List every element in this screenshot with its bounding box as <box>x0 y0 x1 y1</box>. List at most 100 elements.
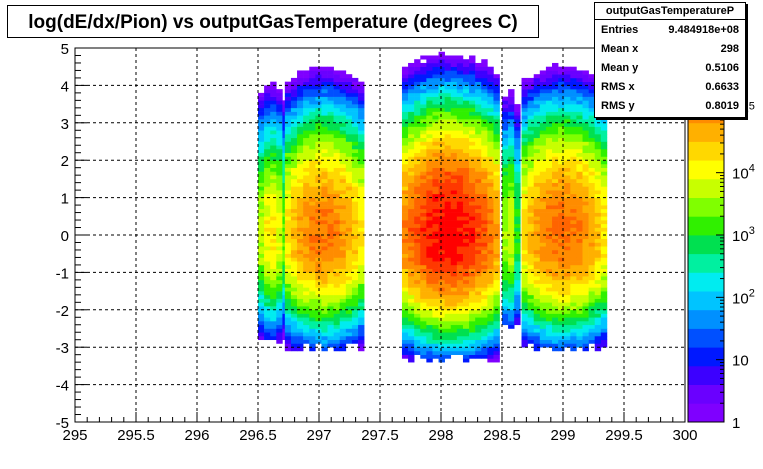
heatmap-cell <box>444 62 452 67</box>
heatmap-cell <box>594 317 602 322</box>
heatmap-cell <box>469 163 476 168</box>
heatmap-cell <box>401 313 409 318</box>
heatmap-cell <box>401 276 409 281</box>
heatmap-cell <box>600 171 608 176</box>
heatmap-cell <box>475 81 482 86</box>
heatmap-cell <box>558 81 565 86</box>
heatmap-cell <box>432 306 439 311</box>
heatmap-cell <box>539 227 547 232</box>
heatmap-cell <box>303 298 310 303</box>
heatmap-cell <box>533 347 541 352</box>
heatmap-cell <box>414 186 421 191</box>
heatmap-cell <box>315 339 322 344</box>
heatmap-cell <box>527 193 535 198</box>
heatmap-cell <box>582 171 589 176</box>
heatmap-cell <box>327 190 334 195</box>
heatmap-cell <box>351 324 359 329</box>
heatmap-cell <box>469 309 476 314</box>
heatmap-cell <box>475 235 482 240</box>
heatmap-cell <box>327 227 334 232</box>
heatmap-cell <box>438 332 445 337</box>
heatmap-cell <box>438 313 445 318</box>
heatmap-cell <box>333 216 341 221</box>
heatmap-cell <box>508 122 515 127</box>
heatmap-cell <box>358 107 365 112</box>
heatmap-cell <box>462 89 470 94</box>
heatmap-cell <box>358 257 365 262</box>
heatmap-cell <box>521 201 528 206</box>
heatmap-cell <box>327 339 334 344</box>
heatmap-cell <box>401 272 409 277</box>
heatmap-cell <box>493 321 500 326</box>
heatmap-cell <box>408 339 415 344</box>
heatmap-cell <box>297 74 304 79</box>
heatmap-cell <box>450 77 458 82</box>
heatmap-cell <box>327 264 334 269</box>
heatmap-cell <box>588 190 596 195</box>
heatmap-cell <box>408 122 415 127</box>
heatmap-cell <box>358 231 365 236</box>
heatmap-cell <box>303 246 310 251</box>
heatmap-cell <box>345 107 353 112</box>
heatmap-cell <box>527 261 535 266</box>
heatmap-cell <box>588 148 596 154</box>
heatmap-cell <box>508 298 515 303</box>
heatmap-cell <box>290 216 298 221</box>
heatmap-cell <box>594 328 602 333</box>
heatmap-cell <box>564 104 571 109</box>
heatmap-cell <box>303 148 310 154</box>
heatmap-cell <box>420 321 427 326</box>
heatmap-cell <box>309 261 316 266</box>
heatmap-cell <box>444 298 452 303</box>
heatmap-cell <box>521 339 528 344</box>
heatmap-cell <box>469 201 476 206</box>
heatmap-cell <box>502 122 509 127</box>
heatmap-cell <box>570 70 577 75</box>
heatmap-cell <box>576 163 583 168</box>
heatmap-cell <box>284 317 292 322</box>
heatmap-cell <box>450 178 458 183</box>
heatmap-cell <box>576 85 583 90</box>
heatmap-cell <box>258 167 265 172</box>
heatmap-cell <box>487 279 494 284</box>
heatmap-cell <box>582 343 589 348</box>
heatmap-cell <box>432 96 439 101</box>
heatmap-cell <box>432 212 439 217</box>
stats-entries-value: 9.484918e+08 <box>668 24 739 36</box>
heatmap-cell <box>345 182 353 187</box>
heatmap-cell <box>594 193 602 198</box>
heatmap-cell <box>456 324 464 329</box>
heatmap-cell <box>426 119 433 124</box>
heatmap-cell <box>508 324 515 329</box>
heatmap-cell <box>426 339 433 344</box>
heatmap-cell <box>444 276 452 281</box>
heatmap-cell <box>582 283 589 288</box>
heatmap-cell <box>600 178 608 183</box>
heatmap-cell <box>258 306 265 311</box>
heatmap-cell <box>481 141 488 146</box>
heatmap-cell <box>508 313 515 318</box>
x-axis: 295 295.5 296 296.5 297 297.5 298 298.5 299 299.5… <box>62 412 698 444</box>
heatmap-cell <box>284 92 292 97</box>
heatmap-cell <box>469 186 476 191</box>
heatmap-cell <box>339 141 347 146</box>
heatmap-cell <box>450 223 458 228</box>
heatmap-cell <box>426 111 433 116</box>
heatmap-cell <box>414 111 421 116</box>
heatmap-cell <box>588 235 596 240</box>
heatmap-cell <box>401 235 409 240</box>
heatmap-cell <box>426 347 433 352</box>
heatmap-cell <box>432 298 439 303</box>
heatmap-cell <box>481 70 488 75</box>
heatmap-cell <box>469 96 476 101</box>
heatmap-cell <box>508 182 515 187</box>
heatmap-cell <box>533 227 541 232</box>
heatmap-cell <box>502 145 509 150</box>
heatmap-cell <box>521 163 528 168</box>
heatmap-cell <box>408 96 415 101</box>
heatmap-cell <box>475 257 482 262</box>
heatmap-cell <box>321 235 328 240</box>
heatmap-cell <box>481 205 488 210</box>
heatmap-cell <box>456 134 464 139</box>
heatmap-cell <box>414 156 421 161</box>
